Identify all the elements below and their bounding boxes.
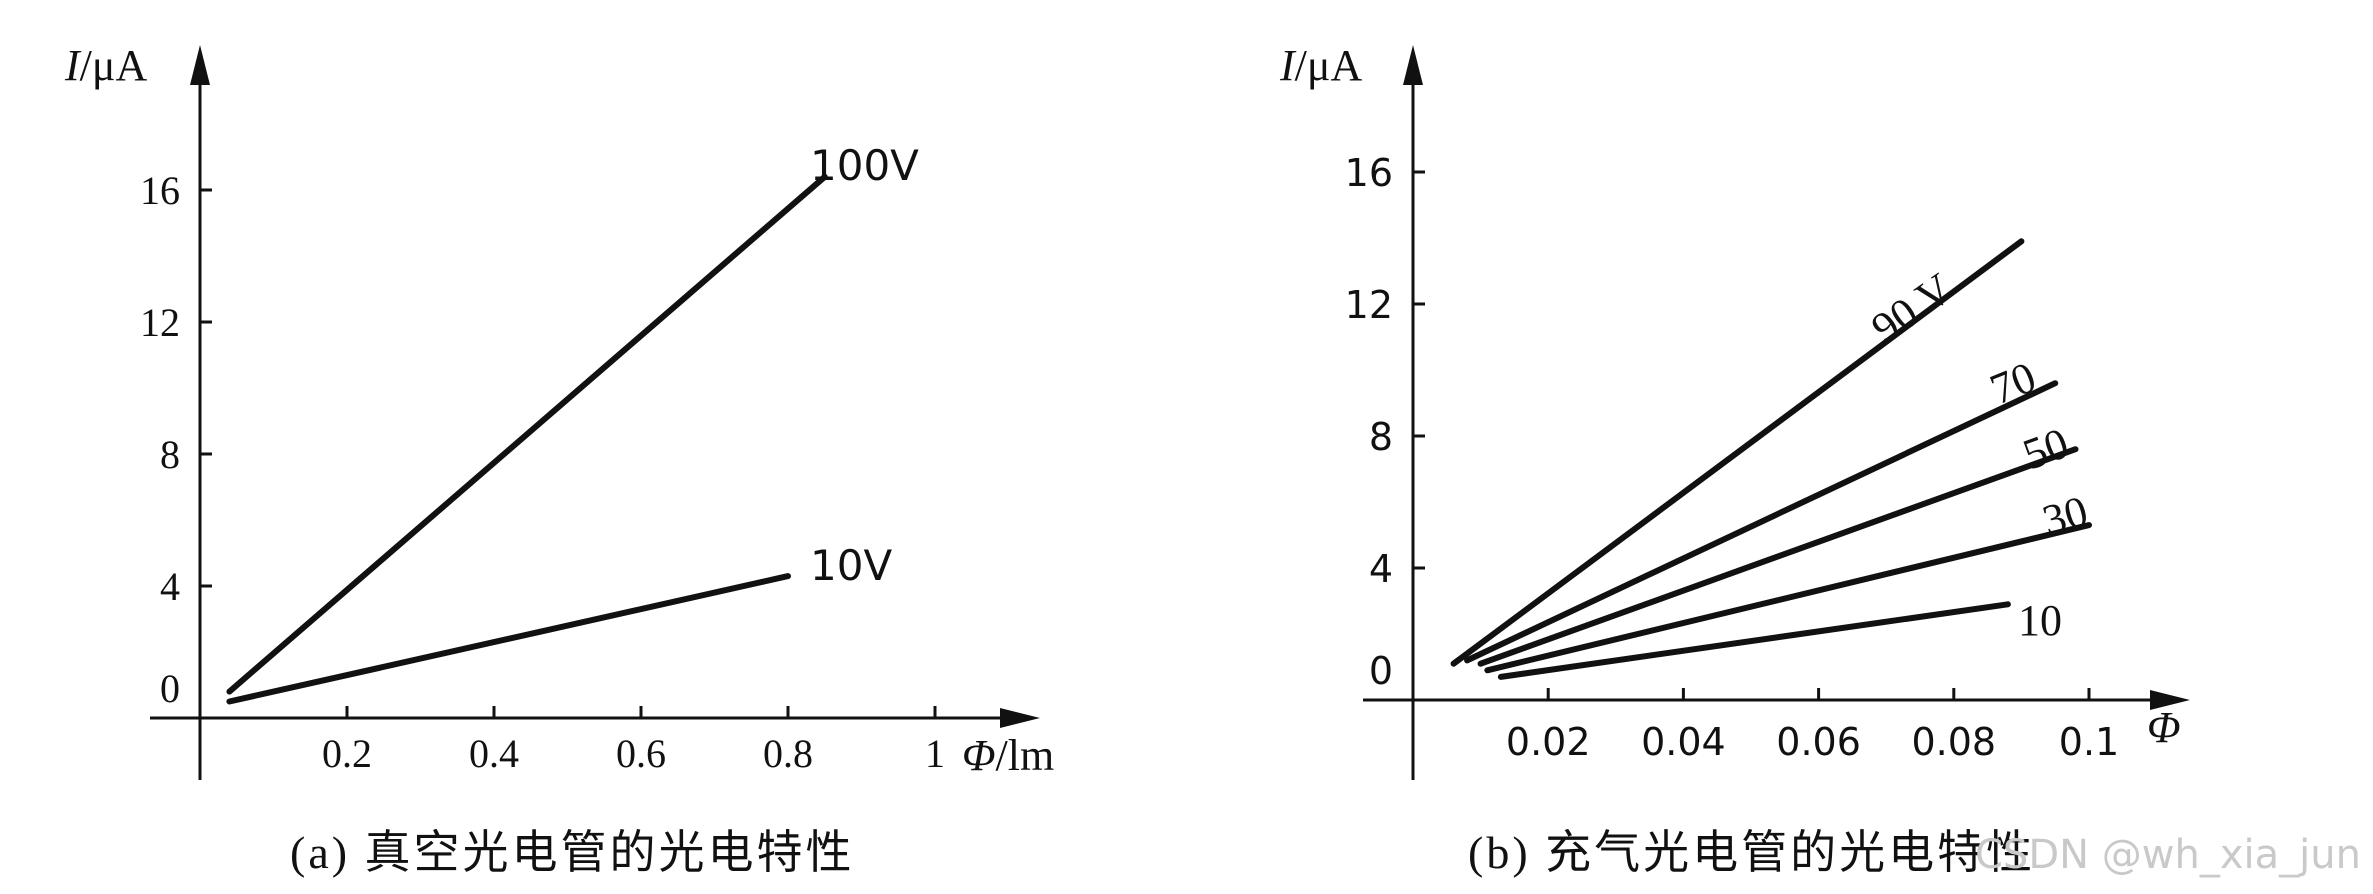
x-tick-label: 0.2 [322, 731, 372, 776]
y-tick-label: 12 [140, 300, 180, 345]
y-tick-label: 0 [1369, 649, 1393, 693]
x-tick-label: 0.6 [616, 731, 666, 776]
series-line [1464, 380, 2059, 664]
series-label: 10V [810, 541, 892, 590]
series-label: 10 [2018, 596, 2062, 645]
series-line [1484, 522, 2092, 674]
y-tick-label: 16 [140, 168, 180, 213]
y-axis-arrow [1403, 45, 1423, 85]
series-label: 70 [1983, 352, 2042, 414]
chart-caption: (b) 充气光电管的光电特性 [1468, 827, 2035, 878]
series-line [226, 173, 828, 695]
y-tick-label: 16 [1345, 151, 1393, 195]
y-axis-label: I/μA [64, 41, 147, 90]
x-tick-label: 0.8 [763, 731, 813, 776]
y-tick-label: 8 [160, 432, 180, 477]
x-axis-arrow [2150, 690, 2190, 710]
x-tick-label: 0.02 [1506, 720, 1591, 764]
chart-caption: (a) 真空光电管的光电特性 [290, 827, 855, 878]
x-tick-label: 0.1 [2059, 720, 2119, 764]
y-axis-label: I/μA [1279, 41, 1362, 90]
y-axis-arrow [190, 45, 210, 85]
x-tick-label: 0.06 [1776, 720, 1861, 764]
y-tick-label: 8 [1369, 415, 1393, 459]
y-tick-label: 12 [1345, 283, 1393, 327]
series-line [1450, 238, 2025, 667]
series-line [1477, 446, 2079, 667]
x-tick-label: 0.08 [1911, 720, 1996, 764]
y-tick-label: 4 [160, 564, 180, 609]
y-tick-label: 0 [160, 666, 180, 711]
x-axis-arrow [1000, 708, 1040, 728]
series-line [1497, 601, 2011, 680]
y-tick-label: 4 [1369, 547, 1393, 591]
watermark: CSDN @wh_xia_jun [1975, 832, 2361, 878]
x-axis-label: Φ/lm [962, 731, 1054, 780]
x-tick-label: 0.4 [469, 731, 519, 776]
x-axis-label: Φ [2147, 703, 2181, 752]
series-label: 100V [810, 141, 919, 190]
series-line [226, 573, 791, 705]
x-tick-label: 1 [925, 731, 945, 776]
chart-panel-a: 0 4 8 12 16 0.2 0.4 0.6 0.8 1 100V 10V I/μA Φ/lm (a) 真… [64, 41, 1054, 878]
series-label: 90 V [1863, 264, 1962, 354]
x-tick-label: 0.04 [1641, 720, 1726, 764]
